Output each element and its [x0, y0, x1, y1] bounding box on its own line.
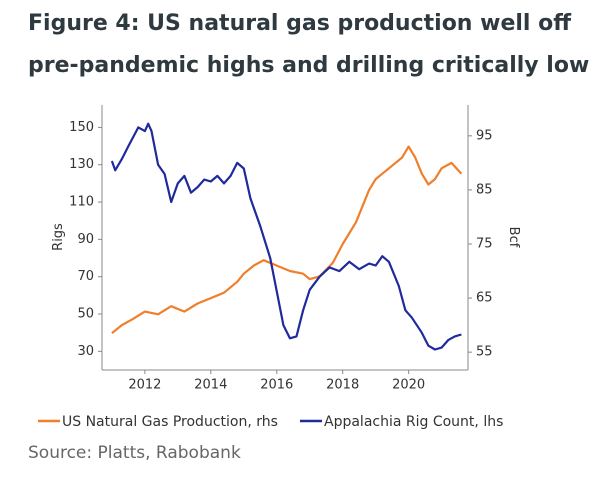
- series-line: [111, 145, 463, 335]
- y-tick-label: 50: [77, 307, 94, 322]
- y2-tick-label: 65: [476, 291, 493, 306]
- x-tick-label: 2018: [326, 378, 359, 393]
- legend-label: US Natural Gas Production, rhs: [62, 414, 278, 430]
- y2-axis-label: Bcf: [506, 227, 521, 248]
- x-tick-label: 2020: [392, 378, 425, 393]
- y-tick-label: 150: [69, 120, 94, 135]
- y-tick-label: 130: [69, 157, 94, 172]
- x-tick-label: 2016: [260, 378, 293, 393]
- y-tick-label: 90: [77, 232, 94, 247]
- series-line: [110, 122, 462, 351]
- legend-label: Appalachia Rig Count, lhs: [324, 414, 503, 430]
- chart-title: Figure 4: US natural gas production well…: [28, 11, 572, 36]
- y2-tick-label: 95: [476, 128, 493, 143]
- y2-tick-label: 85: [476, 182, 493, 197]
- y-tick-label: 110: [69, 195, 94, 210]
- source: Source: Platts, Rabobank: [28, 443, 241, 463]
- y2-tick-label: 75: [476, 236, 493, 251]
- y-tick-label: 30: [77, 344, 94, 359]
- x-tick-label: 2014: [194, 378, 227, 393]
- x-tick-label: 2012: [128, 378, 161, 393]
- y2-tick-label: 55: [476, 345, 493, 360]
- chart-subtitle: pre-pandemic highs and drilling critical…: [28, 53, 589, 78]
- y-axis-label: Rigs: [51, 223, 66, 251]
- y-tick-label: 70: [77, 269, 94, 284]
